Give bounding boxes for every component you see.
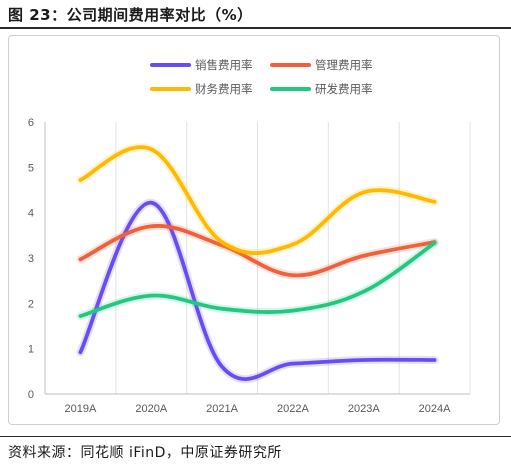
y-tick-label: 4	[28, 208, 34, 220]
x-tick-label: 2022A	[277, 403, 309, 415]
series-line	[78, 241, 437, 318]
source-note: 资料来源：同花顺 iFinD，中原证券研究所	[8, 445, 282, 461]
data-point	[220, 307, 224, 310]
data-point	[220, 240, 224, 244]
title-divider	[0, 27, 511, 29]
data-point	[79, 314, 82, 318]
data-point	[433, 241, 436, 245]
data-point	[291, 274, 295, 277]
figure-title: 图 23：公司期间费用率对比（%）	[8, 6, 253, 24]
y-tick-label: 3	[28, 253, 34, 265]
data-point	[362, 290, 365, 293]
x-tick-label: 2019A	[65, 403, 97, 415]
legend-label: 研发费用率	[315, 82, 373, 96]
y-tick-label: 1	[28, 344, 34, 356]
y-tick-label: 2	[28, 298, 34, 310]
series-layer	[76, 143, 439, 383]
series-line	[78, 224, 437, 278]
data-point	[220, 365, 224, 368]
data-point	[79, 258, 82, 261]
x-tick-label: 2023A	[348, 403, 380, 415]
source-divider	[0, 436, 511, 437]
data-point	[291, 362, 295, 365]
x-tick-label: 2020A	[135, 403, 167, 415]
y-tick-label: 6	[28, 117, 34, 129]
y-tick-label: 5	[28, 162, 34, 174]
data-point	[433, 358, 436, 362]
data-point	[150, 201, 153, 204]
data-point	[291, 309, 295, 312]
data-point	[150, 148, 153, 151]
legend-label: 财务费用率	[195, 82, 253, 96]
data-point	[362, 358, 365, 362]
legend-label: 管理费用率	[315, 58, 373, 72]
data-point	[79, 351, 82, 354]
data-point	[79, 178, 82, 182]
x-tick-label: 2021A	[206, 403, 238, 415]
data-point	[150, 294, 153, 297]
y-tick-label: 0	[28, 389, 34, 401]
data-point	[291, 243, 295, 246]
axis-layer: 0 1 2 3 4 5 6 2019A 2020A 2021A 2022A 2023A 2024A	[28, 117, 471, 415]
legend-label: 销售费用率	[195, 58, 253, 72]
data-point	[362, 254, 365, 257]
x-tick-label: 2024A	[419, 403, 451, 415]
data-point	[433, 200, 436, 203]
data-point	[150, 225, 153, 228]
data-point	[362, 191, 365, 194]
